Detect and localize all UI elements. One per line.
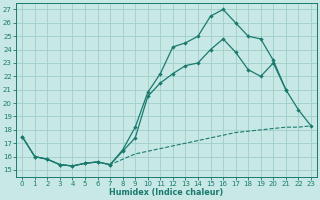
X-axis label: Humidex (Indice chaleur): Humidex (Indice chaleur) [109,188,224,197]
